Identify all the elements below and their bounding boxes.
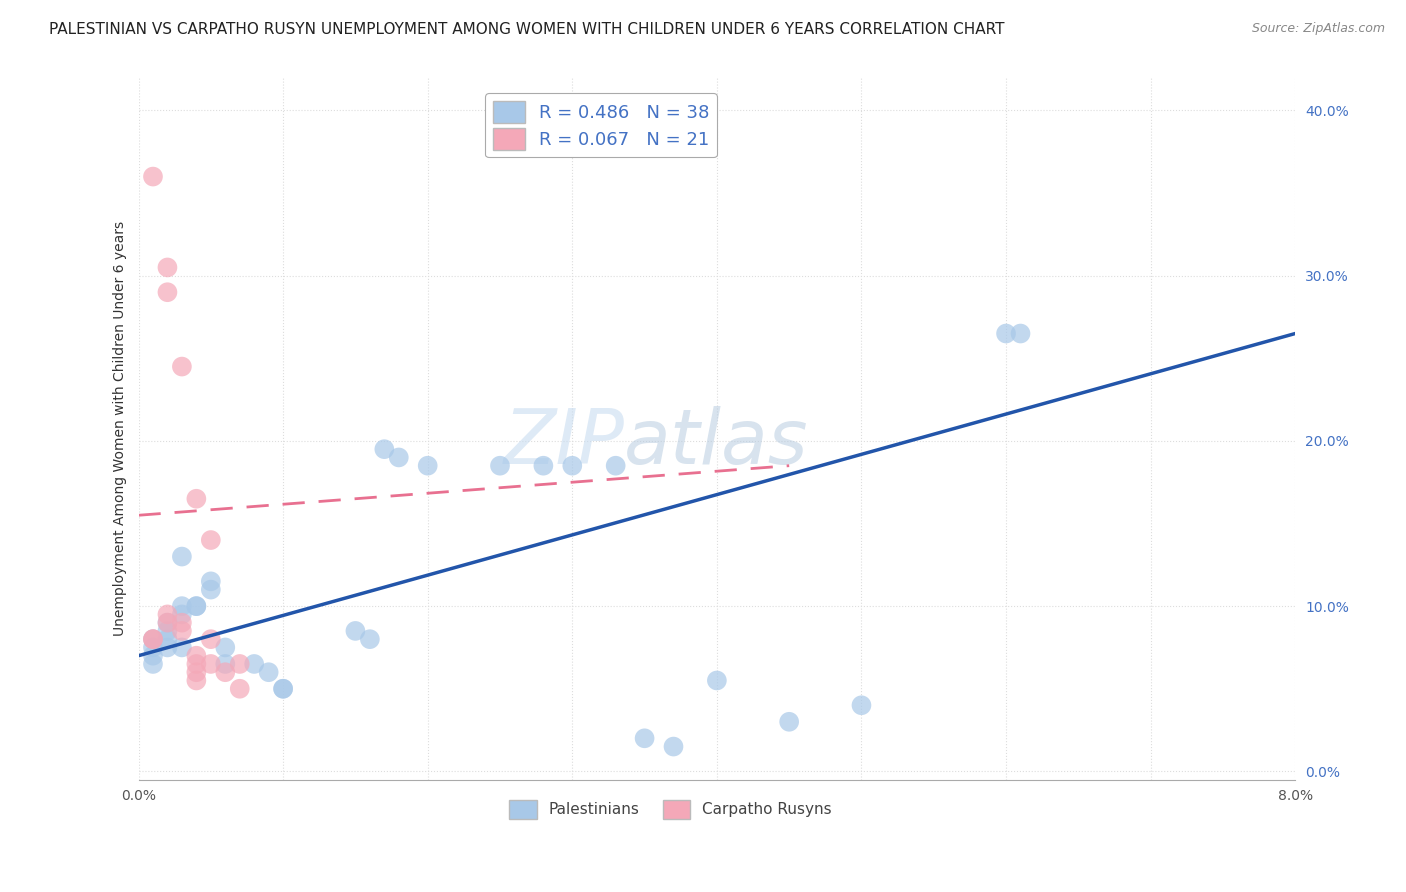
Point <box>271 681 294 696</box>
Point <box>156 632 179 647</box>
Point <box>388 450 411 465</box>
Point <box>200 582 222 597</box>
Point <box>156 615 179 630</box>
Text: atlas: atlas <box>624 406 808 480</box>
Text: Source: ZipAtlas.com: Source: ZipAtlas.com <box>1251 22 1385 36</box>
Point <box>186 491 208 506</box>
Point <box>170 599 193 614</box>
Point <box>142 632 165 647</box>
Point <box>156 260 179 275</box>
Point <box>156 640 179 655</box>
Point <box>489 458 512 473</box>
Point <box>271 681 294 696</box>
Point <box>156 607 179 622</box>
Point <box>778 714 800 729</box>
Point <box>170 624 193 638</box>
Point <box>142 632 165 647</box>
Point <box>229 681 252 696</box>
Point <box>170 640 193 655</box>
Point <box>142 640 165 655</box>
Point <box>633 731 655 746</box>
Point <box>170 359 193 374</box>
Point <box>359 632 381 647</box>
Point <box>156 285 179 300</box>
Point <box>186 599 208 614</box>
Point <box>170 615 193 630</box>
Point <box>200 632 222 647</box>
Point <box>156 624 179 638</box>
Y-axis label: Unemployment Among Women with Children Under 6 years: Unemployment Among Women with Children U… <box>114 221 128 636</box>
Point <box>706 673 728 688</box>
Legend: Palestinians, Carpatho Rusyns: Palestinians, Carpatho Rusyns <box>503 794 838 824</box>
Point <box>243 657 266 671</box>
Point <box>851 698 873 713</box>
Point <box>200 574 222 589</box>
Point <box>561 458 583 473</box>
Point <box>186 599 208 614</box>
Point <box>142 648 165 663</box>
Point <box>186 648 208 663</box>
Point <box>170 549 193 564</box>
Point <box>156 615 179 630</box>
Point <box>995 326 1018 341</box>
Point <box>214 657 236 671</box>
Point <box>186 673 208 688</box>
Point <box>186 657 208 671</box>
Point <box>416 458 439 473</box>
Point <box>662 739 685 754</box>
Point <box>531 458 554 473</box>
Point <box>142 169 165 184</box>
Point <box>200 657 222 671</box>
Point <box>214 665 236 680</box>
Point <box>1010 326 1032 341</box>
Point <box>200 533 222 547</box>
Point <box>214 640 236 655</box>
Point <box>605 458 627 473</box>
Point <box>170 607 193 622</box>
Point <box>257 665 280 680</box>
Point <box>142 657 165 671</box>
Point <box>229 657 252 671</box>
Text: ZIP: ZIP <box>503 406 624 480</box>
Text: PALESTINIAN VS CARPATHO RUSYN UNEMPLOYMENT AMONG WOMEN WITH CHILDREN UNDER 6 YEA: PALESTINIAN VS CARPATHO RUSYN UNEMPLOYME… <box>49 22 1005 37</box>
Point <box>344 624 367 638</box>
Point <box>142 632 165 647</box>
Point <box>373 442 395 457</box>
Point <box>186 665 208 680</box>
